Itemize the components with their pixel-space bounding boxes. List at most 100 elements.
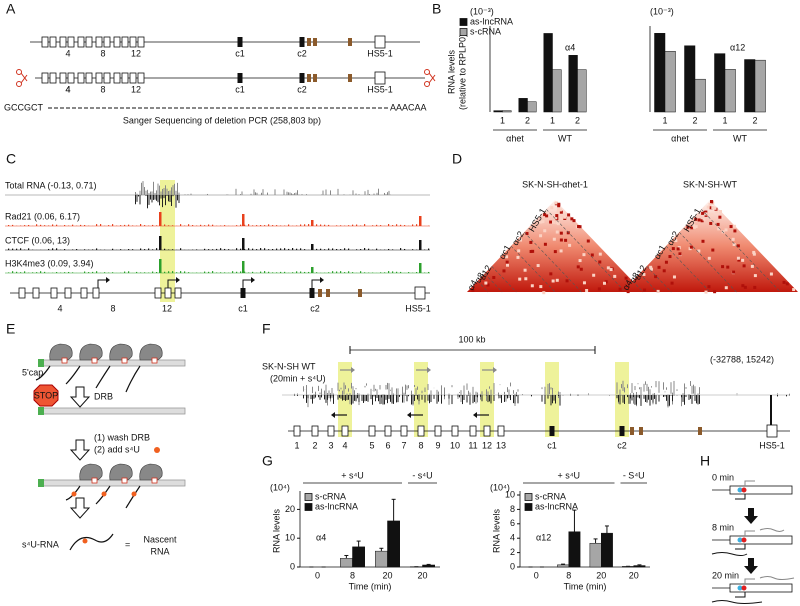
legend-swatch — [524, 503, 533, 511]
exon-label: 4 — [65, 48, 70, 58]
signal — [168, 195, 169, 202]
exon — [237, 37, 243, 47]
bar — [601, 532, 613, 568]
signal — [88, 272, 90, 273]
exon-label: c2 — [310, 303, 320, 313]
pixel — [486, 283, 490, 287]
signal — [84, 271, 86, 273]
signal — [631, 383, 633, 394]
signal — [694, 395, 696, 401]
signal — [204, 271, 206, 273]
signal — [379, 395, 381, 405]
signal — [327, 395, 328, 400]
signal — [250, 193, 252, 195]
signal — [658, 381, 660, 393]
signal — [104, 272, 106, 273]
signal — [297, 393, 298, 395]
signal — [337, 382, 339, 391]
exon — [67, 36, 75, 48]
pixel — [492, 275, 496, 279]
signal — [627, 384, 628, 389]
x-axis-label: Time (min) — [564, 581, 607, 591]
signal — [224, 225, 226, 226]
signal — [248, 224, 250, 226]
arrowhead — [407, 412, 411, 418]
pixel — [505, 255, 509, 259]
pixel — [554, 216, 558, 220]
signal — [140, 224, 142, 226]
signal — [188, 272, 190, 273]
signal — [477, 395, 478, 398]
pixel — [701, 211, 705, 215]
signal-peak — [242, 238, 245, 250]
signal — [147, 195, 148, 209]
signal — [376, 395, 378, 399]
promoter — [741, 585, 747, 591]
signal — [517, 395, 519, 404]
pixel — [692, 223, 696, 227]
pixel — [736, 244, 740, 248]
exon — [41, 72, 49, 84]
signal — [112, 272, 114, 273]
exon — [307, 74, 311, 82]
pixel — [539, 285, 543, 289]
pixel — [686, 225, 690, 229]
signal — [312, 248, 314, 250]
cap-mark — [38, 479, 44, 487]
pixel — [543, 242, 547, 246]
signal — [120, 249, 122, 250]
label: 4 — [65, 84, 70, 94]
signal — [284, 248, 286, 250]
exon — [80, 287, 88, 299]
bar — [684, 45, 696, 113]
signal — [200, 224, 202, 226]
scissors — [424, 69, 430, 75]
signal — [376, 248, 378, 250]
exon — [309, 288, 315, 298]
pixel — [555, 221, 559, 225]
signal — [40, 271, 42, 273]
signal — [513, 395, 514, 404]
signal — [522, 394, 523, 395]
signal — [172, 185, 174, 195]
label: = — [125, 539, 130, 549]
promoter — [741, 487, 747, 493]
signal-peak — [159, 212, 162, 226]
signal — [421, 395, 423, 400]
signal — [681, 394, 682, 407]
exon-label: 12 — [131, 84, 141, 94]
pixel — [717, 227, 721, 231]
pixel — [549, 220, 553, 224]
signal — [294, 193, 295, 195]
signal — [673, 380, 675, 395]
exon — [299, 37, 305, 47]
signal — [76, 249, 78, 250]
signal — [308, 224, 310, 226]
signal — [412, 395, 414, 405]
signal — [402, 395, 403, 403]
sample-label: SK-N-SH WT — [262, 361, 316, 371]
signal — [331, 395, 333, 397]
signal — [16, 248, 18, 250]
exon-label: HS5-1 — [367, 84, 393, 94]
pixel — [557, 202, 561, 206]
pixel — [624, 276, 628, 280]
pixel — [710, 200, 714, 204]
signal — [322, 190, 324, 195]
exon-label: c1 — [547, 440, 557, 450]
signal — [232, 271, 234, 273]
pixel — [750, 264, 754, 268]
signal-peak — [242, 214, 245, 226]
signal — [140, 272, 142, 273]
pixel — [662, 269, 666, 273]
signal — [253, 189, 255, 195]
time-label: 20 min — [712, 570, 739, 580]
pixel — [578, 259, 582, 263]
signal — [384, 272, 386, 273]
legend-swatch — [459, 18, 468, 26]
signal — [264, 225, 266, 226]
exon — [374, 35, 386, 49]
panel-letter: F — [262, 321, 271, 337]
signal — [468, 395, 469, 396]
signal — [324, 249, 326, 250]
